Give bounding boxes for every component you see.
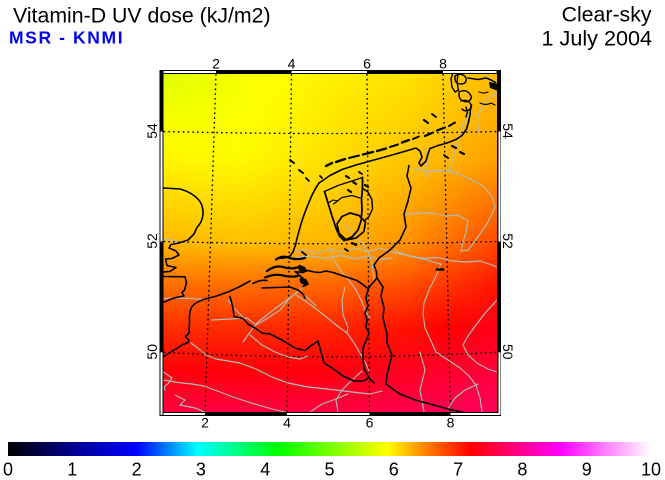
svg-text:4: 4 [283, 415, 291, 431]
svg-text:6: 6 [389, 460, 399, 480]
svg-text:4: 4 [288, 56, 296, 72]
svg-text:MSR - KNMI: MSR - KNMI [9, 28, 124, 48]
svg-text:1 July 2004: 1 July 2004 [542, 26, 652, 51]
svg-text:Clear-sky: Clear-sky [562, 3, 652, 27]
svg-text:6: 6 [366, 415, 374, 431]
svg-text:8: 8 [447, 415, 455, 431]
svg-text:Vitamin-D UV dose (kJ/m2): Vitamin-D UV dose (kJ/m2) [13, 4, 271, 28]
svg-text:50: 50 [144, 344, 160, 360]
svg-text:52: 52 [500, 233, 516, 249]
svg-text:7: 7 [453, 460, 463, 480]
svg-text:3: 3 [196, 460, 206, 480]
svg-text:4: 4 [260, 460, 270, 480]
svg-text:2: 2 [132, 460, 142, 480]
svg-text:8: 8 [517, 460, 527, 480]
svg-text:8: 8 [439, 56, 447, 72]
svg-text:50: 50 [500, 344, 516, 360]
svg-text:5: 5 [324, 460, 334, 480]
svg-text:1: 1 [67, 460, 77, 480]
svg-text:2: 2 [212, 56, 220, 72]
svg-text:54: 54 [500, 123, 516, 139]
svg-text:54: 54 [144, 123, 160, 139]
svg-text:2: 2 [201, 415, 209, 431]
svg-text:9: 9 [582, 460, 592, 480]
svg-text:0: 0 [3, 460, 13, 480]
svg-text:52: 52 [144, 233, 160, 249]
svg-text:6: 6 [363, 56, 371, 72]
svg-text:10: 10 [641, 460, 661, 480]
